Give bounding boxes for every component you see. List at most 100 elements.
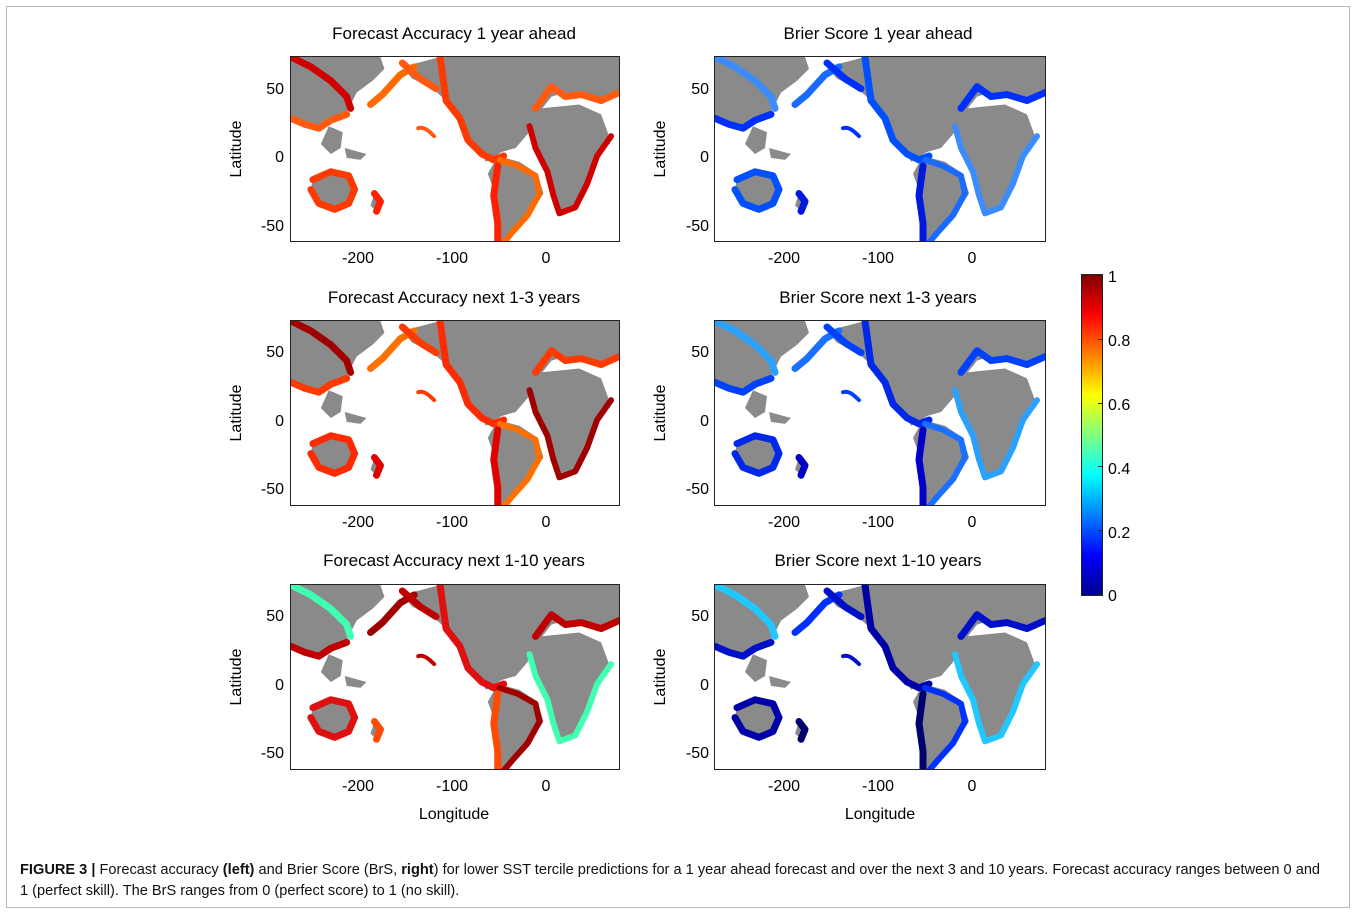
- coastal-skill-band-0: [715, 374, 775, 396]
- map-plot: [714, 56, 1046, 242]
- coastal-skill-band-3: [490, 690, 502, 769]
- landmass-4: [529, 632, 610, 742]
- colorbar-tick: [1098, 402, 1102, 404]
- coastal-skill-band-6: [731, 696, 783, 741]
- landmass-2: [487, 155, 544, 241]
- coastal-skill-band-2: [922, 156, 968, 241]
- coastal-skill-band-10: [823, 323, 865, 357]
- landmass-2: [913, 419, 969, 505]
- landmass-7: [769, 412, 791, 424]
- x-tick-label: -200: [767, 250, 801, 267]
- coastal-skill-band-5: [957, 83, 1045, 112]
- caption-text: ) for lower SST tercile predictions for …: [20, 862, 1321, 899]
- coastal-skill-band-1: [436, 321, 508, 428]
- map-plot: [290, 584, 620, 770]
- hawaii-band: [841, 389, 861, 403]
- map-plot: [290, 56, 620, 242]
- coastal-skill-band-10: [823, 587, 865, 621]
- coastal-skill-band-2: [496, 156, 543, 241]
- x-tick-label: -100: [861, 250, 895, 267]
- panel-title: Brier Score next 1-10 years: [774, 551, 982, 570]
- coastal-skill-band-10: [823, 59, 865, 93]
- x-tick-label: -200: [341, 250, 375, 267]
- coastal-skill-band-2: [922, 684, 968, 769]
- hawaii-band: [841, 125, 861, 139]
- coastal-skill-band-9: [715, 57, 779, 112]
- coastal-skill-band-0: [291, 110, 351, 132]
- y-tick-label: -50: [260, 218, 284, 235]
- landmass-7: [769, 148, 791, 160]
- y-axis-label: Latitude: [652, 648, 669, 706]
- landmass-2: [487, 419, 544, 505]
- colorbar-tick-label: 0.8: [1108, 333, 1131, 350]
- y-tick-label: 0: [275, 413, 284, 430]
- landmass-7: [344, 412, 367, 424]
- coastal-skill-band-3: [490, 162, 502, 241]
- y-tick-label: 50: [266, 81, 284, 98]
- x-tick-label: -200: [341, 514, 375, 531]
- y-tick-label: 0: [700, 413, 709, 430]
- landmass-6: [320, 654, 343, 682]
- coastal-skill-band-5: [532, 347, 619, 376]
- coastal-skill-band-1: [861, 321, 933, 428]
- landmass-7: [344, 676, 367, 688]
- x-tick-label: 0: [967, 250, 977, 267]
- y-tick-label: 50: [691, 344, 709, 361]
- colorbar-tick: [1098, 530, 1102, 532]
- panel-title: Forecast Accuracy next 1-10 years: [323, 551, 585, 570]
- y-axis-label: Latitude: [652, 384, 669, 442]
- x-tick-label: 0: [541, 514, 551, 531]
- map-svg: [291, 57, 619, 241]
- figure-caption: FIGURE 3 | Forecast accuracy (left) and …: [20, 860, 1330, 902]
- hawaii-band: [416, 653, 437, 667]
- landmass-6: [320, 390, 343, 418]
- x-tick-label: 0: [967, 514, 977, 531]
- landmass-2: [913, 155, 969, 241]
- x-axis-label: Longitude: [844, 806, 916, 823]
- coastal-skill-band-4: [526, 123, 615, 217]
- coastal-skill-band-1: [861, 585, 933, 692]
- y-axis-label: Latitude: [228, 648, 245, 706]
- coastal-skill-band-9: [715, 321, 779, 376]
- colorbar-tick: [1098, 466, 1102, 468]
- x-tick-label: 0: [541, 250, 551, 267]
- coastal-skill-band-1: [436, 585, 508, 692]
- caption-bold-left: (left): [222, 862, 255, 878]
- colorbar: [1081, 274, 1103, 596]
- map-svg: [291, 585, 619, 769]
- coastal-skill-band-5: [957, 347, 1045, 376]
- y-axis-label: Latitude: [228, 120, 245, 178]
- coastal-skill-band-8: [371, 718, 384, 743]
- caption-label: FIGURE 3 |: [20, 862, 96, 878]
- map-plot: [714, 320, 1046, 506]
- colorbar-tick: [1098, 338, 1102, 340]
- colorbar-tick-label: 0: [1108, 588, 1117, 605]
- hawaii-band: [841, 653, 861, 667]
- x-axis-label: Longitude: [418, 806, 490, 823]
- colorbar-tick-label: 0.4: [1108, 461, 1131, 478]
- panel-title: Brier Score 1 year ahead: [783, 24, 973, 43]
- coastal-skill-band-9: [291, 585, 355, 640]
- x-tick-label: -200: [341, 778, 375, 795]
- map-plot: [714, 584, 1046, 770]
- map-svg: [715, 585, 1045, 769]
- colorbar-tick: [1098, 275, 1102, 276]
- coastal-skill-band-9: [291, 57, 355, 112]
- x-tick-label: -200: [767, 514, 801, 531]
- coastal-skill-band-0: [715, 110, 775, 132]
- landmass-6: [745, 654, 767, 682]
- x-tick-label: -200: [767, 778, 801, 795]
- coastal-skill-band-10: [398, 587, 440, 621]
- coastal-skill-band-10: [398, 59, 440, 93]
- coastal-skill-band-3: [915, 690, 927, 769]
- hawaii-band: [416, 125, 437, 139]
- coastal-skill-band-4: [952, 651, 1040, 745]
- landmass-6: [320, 126, 343, 154]
- map-svg: [715, 57, 1045, 241]
- landmass-7: [769, 676, 791, 688]
- coastal-skill-band-3: [490, 426, 502, 505]
- y-tick-label: 0: [700, 677, 709, 694]
- x-tick-label: -100: [861, 778, 895, 795]
- coastal-skill-band-1: [861, 57, 933, 164]
- x-tick-label: 0: [967, 778, 977, 795]
